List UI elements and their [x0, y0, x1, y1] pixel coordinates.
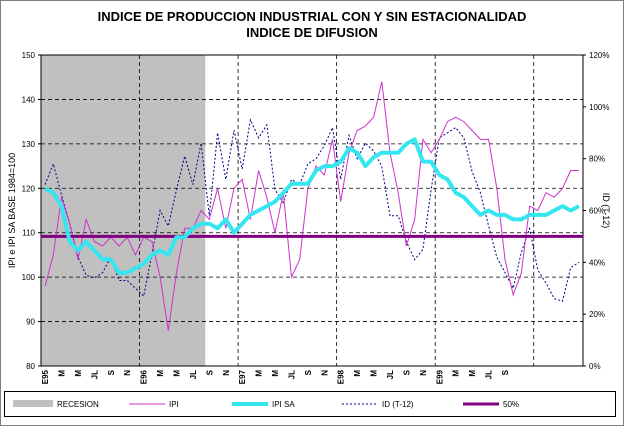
series-line-id-t12: [44, 118, 580, 302]
left-tick-label: 80: [26, 362, 35, 371]
left-tick-label: 120: [22, 184, 36, 193]
x-tick-label: E96: [140, 369, 149, 384]
legend-label: IPI SA: [272, 400, 295, 409]
x-tick-label: E95: [41, 369, 50, 384]
right-tick-label: 40%: [589, 258, 605, 267]
x-tick-label: JL: [189, 370, 198, 379]
x-tick-label: M: [74, 370, 83, 377]
legend-label: IPI: [169, 400, 179, 409]
legend-svg: RECESION IPI IPI SA ID (T-12) 50%: [13, 400, 519, 409]
x-tick-label: N: [419, 370, 428, 376]
x-tick-label: M: [468, 370, 477, 377]
x-tick-label: N: [222, 370, 231, 376]
legend-swatch: [13, 400, 53, 407]
left-tick-label: 90: [26, 318, 35, 327]
x-tick-label: JL: [485, 370, 494, 379]
legend: RECESION IPI IPI SA ID (T-12) 50%: [4, 391, 616, 417]
legend-label: ID (T-12): [382, 400, 414, 409]
x-tick-label: M: [452, 370, 461, 377]
x-tick-label: N: [320, 370, 329, 376]
y-axis-label-right: ID (T-12): [601, 193, 611, 229]
x-tick-label: M: [353, 370, 362, 377]
x-tick-label: M: [255, 370, 264, 377]
series-line-ipi-sa: [44, 137, 580, 275]
x-tick-label: M: [173, 370, 182, 377]
x-tick-label: M: [271, 370, 280, 377]
left-tick-label: 100: [22, 273, 36, 282]
left-tick-label: 140: [22, 95, 36, 104]
right-tick-label: 100%: [589, 103, 609, 112]
chart-subtitle: INDICE DE DIFUSION: [246, 25, 378, 40]
x-tick-label: S: [107, 369, 116, 375]
x-tick-label: E98: [337, 369, 346, 384]
x-tick-label: M: [156, 370, 165, 377]
x-tick-label: S: [205, 369, 214, 375]
x-tick-label: S: [304, 369, 313, 375]
x-tick-label: E97: [238, 369, 247, 384]
x-tick-label: JL: [287, 370, 296, 379]
x-tick-label: N: [123, 370, 132, 376]
x-tick-label: S: [402, 369, 411, 375]
recession-band: [41, 55, 206, 366]
left-tick-label: 110: [22, 229, 35, 238]
x-tick-label: S: [501, 369, 510, 375]
left-tick-label: 150: [22, 51, 36, 60]
left-tick-label: 130: [22, 140, 36, 149]
x-tick-label: M: [370, 370, 379, 377]
right-tick-label: 0%: [589, 362, 601, 371]
right-tick-label: 60%: [589, 207, 605, 216]
legend-label: 50%: [503, 400, 519, 409]
x-tick-label: JL: [90, 370, 99, 379]
x-tick-label: JL: [386, 370, 395, 379]
right-tick-label: 20%: [589, 310, 605, 319]
right-tick-label: 80%: [589, 155, 605, 164]
x-tick-label: M: [58, 370, 67, 377]
x-tick-label: E99: [435, 369, 444, 384]
chart-title: INDICE DE PRODUCCION INDUSTRIAL CON Y SI…: [97, 9, 527, 24]
right-tick-label: 120%: [589, 51, 609, 60]
y-axis-label-left: IPI e IPI SA BASE 1984=100: [7, 153, 17, 268]
legend-label: RECESION: [57, 400, 99, 409]
